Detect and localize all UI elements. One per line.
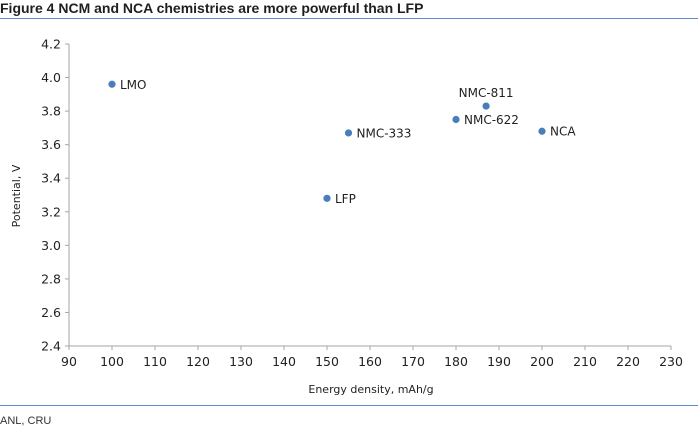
x-tick-label: 110 [143,354,167,369]
x-tick-label: 140 [272,354,296,369]
x-tick-label: 210 [573,354,597,369]
x-tick-label: 180 [444,354,468,369]
point-label: NMC-622 [464,113,519,127]
x-tick-label: 120 [186,354,210,369]
y-tick-label: 3.2 [41,204,61,219]
x-tick-label: 190 [487,354,511,369]
y-tick-label: 3.4 [41,171,61,186]
chart-points: LMO NMC-811 NMC-622 NMC-333 NCA LFP [108,78,576,206]
chart-axes [68,44,671,347]
scatter-chart: 90 100 110 120 130 140 150 160 170 180 190 200 210 22… [10,37,683,397]
y-axis-label: Potential, V [10,164,23,227]
x-tick-label: 150 [315,354,339,369]
x-tick-label: 170 [401,354,425,369]
y-tick-label: 2.8 [41,271,61,286]
x-tick-label: 90 [61,354,77,369]
data-point [344,129,353,137]
point-label: NMC-811 [459,86,514,100]
x-tick-label: 220 [616,354,640,369]
point-label: NMC-333 [357,126,412,140]
x-tick-label: 200 [530,354,554,369]
point-label: LFP [335,192,356,206]
y-tick-label: 3.6 [41,137,61,152]
data-point [482,102,490,110]
point-label: LMO [120,78,146,92]
x-tick-label: 100 [100,354,124,369]
x-tick-label: 160 [358,354,382,369]
source-note: ANL, CRU [0,415,52,427]
y-tick-label: 4.0 [41,70,61,85]
data-point [538,127,546,135]
data-point [108,80,116,88]
x-axis-label: Energy density, mAh/g [308,383,433,396]
top-rule [0,18,698,19]
x-tick-label: 230 [659,354,683,369]
data-point [452,115,460,124]
y-tick-label: 3.8 [41,104,61,119]
y-tick-label: 3.0 [41,238,61,253]
y-tick-label: 4.2 [41,37,61,52]
point-label: NCA [550,125,576,139]
bottom-rule [0,405,698,406]
y-tick-label: 2.6 [41,305,61,320]
y-tick-label: 2.4 [41,339,61,354]
x-tick-label: 130 [229,354,253,369]
data-point [323,194,331,202]
chart-ticks: 90 100 110 120 130 140 150 160 170 180 190 200 210 22… [41,37,683,370]
figure-title: Figure 4 NCM and NCA chemistries are mor… [0,0,424,16]
